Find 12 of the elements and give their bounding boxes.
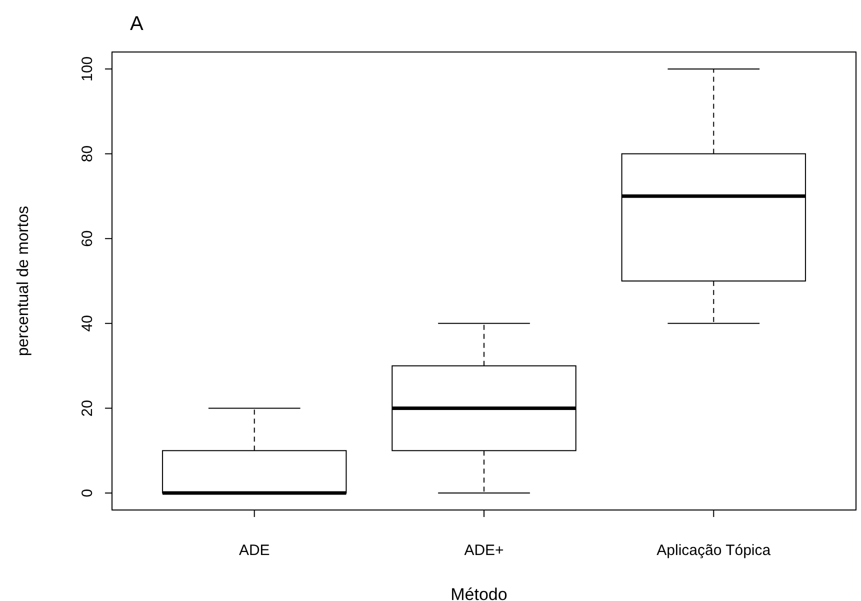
y-axis-title: percentual de mortos bbox=[15, 206, 32, 356]
y-tick-label: 80 bbox=[79, 145, 96, 162]
x-tick-label: ADE+ bbox=[464, 542, 504, 559]
y-tick-label: 100 bbox=[79, 56, 96, 82]
y-tick-label: 0 bbox=[79, 488, 96, 498]
y-tick-label: 40 bbox=[79, 315, 96, 332]
y-tick-label: 20 bbox=[79, 400, 96, 417]
x-axis-title: Método bbox=[450, 585, 508, 601]
y-tick-label: 60 bbox=[79, 230, 96, 247]
chart-title: A bbox=[130, 13, 144, 35]
x-tick-label: Aplicação Tópica bbox=[656, 542, 772, 559]
x-tick-label: ADE bbox=[238, 542, 270, 559]
